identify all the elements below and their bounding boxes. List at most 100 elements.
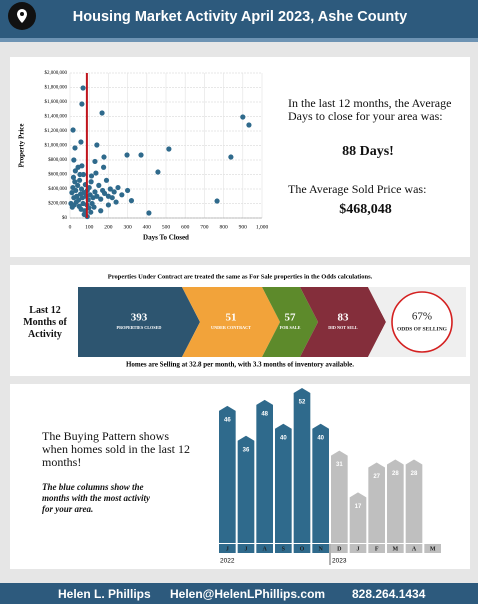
value-label: 40 [280, 435, 287, 441]
point [88, 179, 94, 185]
month-box [368, 544, 385, 553]
odds-value: 67% [412, 311, 432, 323]
point [98, 196, 104, 202]
point [72, 145, 78, 151]
footer-email: Helen@HelenLPhillips.com [170, 587, 325, 601]
year-label: 2022 [220, 558, 235, 565]
point [93, 170, 99, 176]
point [166, 146, 172, 152]
bar [387, 459, 404, 543]
point [77, 171, 83, 178]
x-tick-label: A [262, 546, 267, 552]
x-tick-label: 900 [239, 224, 248, 230]
point [138, 152, 144, 158]
bar [349, 492, 367, 543]
point [240, 114, 246, 120]
point [107, 186, 113, 192]
y-tick-label: $600,000 [48, 173, 67, 178]
step-value: 83 [338, 312, 350, 324]
x-tick-label: J [245, 546, 248, 552]
month-box [312, 544, 329, 553]
month-box [237, 544, 255, 553]
activity-label: Last 12 Months of Activity [23, 305, 67, 340]
point [155, 169, 161, 175]
point [78, 186, 85, 192]
y-tick-label: $1,000,000 [45, 144, 68, 149]
point [69, 190, 75, 196]
odds-label: ODDS OF SELLING [397, 326, 448, 332]
step-label: PROPERTIES CLOSED [117, 325, 162, 330]
month-box [293, 544, 311, 553]
point [96, 182, 102, 188]
x-tick-label: 0 [69, 224, 72, 230]
x-tick-label: J [357, 546, 360, 552]
point [98, 208, 104, 214]
pattern-note: The blue columns show the months with th… [42, 482, 151, 514]
point [73, 199, 79, 205]
chevron [300, 287, 386, 357]
x-tick-label: A [412, 546, 417, 552]
point [124, 152, 130, 158]
header-bar [0, 0, 478, 38]
value-label: 52 [299, 400, 306, 406]
footer-name: Helen L. Phillips [58, 587, 151, 601]
value-label: 28 [411, 471, 418, 477]
step-label: FOR SALE [280, 325, 301, 330]
point [79, 163, 85, 169]
x-tick-label: N [318, 546, 323, 552]
bar [405, 459, 423, 543]
point [101, 154, 107, 160]
y-tick-label: $800,000 [48, 158, 67, 163]
footer-bar [0, 583, 478, 604]
point [79, 101, 85, 107]
step-value: 393 [131, 312, 148, 324]
point [75, 182, 81, 188]
bar [312, 423, 329, 543]
point [78, 139, 84, 145]
month-box [256, 544, 273, 553]
point [88, 209, 94, 215]
step-value: 57 [285, 312, 297, 324]
point [86, 184, 92, 191]
bar [368, 462, 385, 543]
step-label: DID NOT SELL [328, 325, 358, 330]
point [70, 174, 77, 180]
x-axis-label: Days To Closed [143, 234, 189, 242]
point [94, 193, 100, 199]
price-value: $468,048 [339, 202, 392, 217]
bar [293, 388, 311, 543]
point [92, 189, 98, 195]
point [91, 204, 97, 210]
point [246, 122, 252, 128]
x-tick-label: J [226, 546, 229, 552]
pattern-text: The Buying Pattern shows when homes sold… [42, 429, 190, 469]
y-tick-label: $1,600,000 [45, 100, 68, 105]
price-text: The Average Sold Price was: [288, 182, 427, 196]
y-tick-label: $400,000 [48, 187, 67, 192]
point [115, 184, 121, 191]
y-axis-label: Property Price [18, 124, 26, 168]
point [101, 190, 108, 196]
month-box [387, 544, 404, 553]
value-label: 40 [317, 435, 324, 441]
value-label: 46 [224, 417, 231, 423]
point [73, 187, 79, 194]
value-label: 17 [355, 504, 362, 510]
y-tick-label: $1,400,000 [45, 115, 68, 120]
value-label: 48 [261, 412, 268, 418]
month-box [275, 544, 292, 553]
point [80, 85, 86, 91]
bar [275, 423, 292, 543]
y-tick-label: $0 [62, 216, 68, 221]
bar [331, 450, 348, 543]
x-tick-label: F [375, 546, 379, 552]
odds-circle [391, 291, 453, 353]
step-value: 51 [226, 312, 237, 324]
point [228, 154, 234, 160]
y-tick-label: $1,200,000 [45, 129, 68, 134]
point [101, 164, 107, 170]
x-tick-label: 400 [143, 224, 152, 230]
month-box [349, 544, 367, 553]
